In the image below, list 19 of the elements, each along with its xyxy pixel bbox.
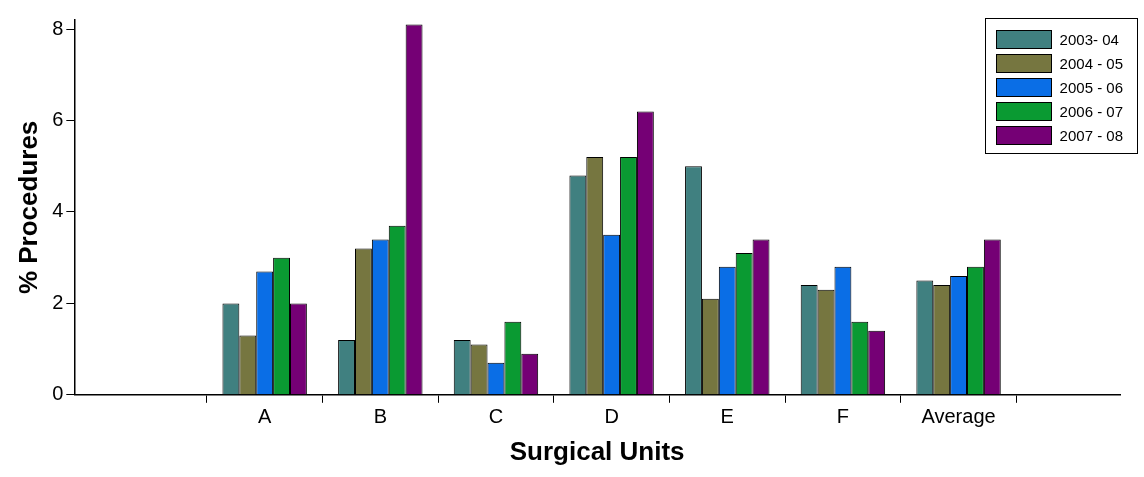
y-tick-label: 4: [52, 199, 64, 222]
x-tick-label: E: [720, 405, 734, 428]
legend-label: 2006 - 07: [1059, 102, 1123, 120]
x-tick-label: F: [836, 405, 850, 428]
legend-label: 2004 - 05: [1059, 54, 1123, 72]
x-tick-label: B: [373, 405, 387, 428]
x-tick-label: A: [257, 405, 272, 428]
y-tick-label: 8: [52, 16, 64, 39]
y-tick-label: 2: [52, 290, 64, 313]
legend-label: 2003- 04: [1059, 30, 1119, 48]
y-tick-label: 0: [52, 382, 64, 405]
legend-label: 2005 - 06: [1059, 78, 1123, 96]
x-tick-label: C: [488, 405, 504, 428]
x-tick-label: Average: [921, 405, 996, 428]
x-axis-title: Surgical Units: [509, 435, 685, 466]
y-tick-label: 6: [52, 108, 64, 131]
x-tick-label: D: [604, 405, 619, 428]
y-axis-title: % Procedures: [12, 120, 43, 295]
legend-label: 2007 - 08: [1059, 126, 1123, 144]
